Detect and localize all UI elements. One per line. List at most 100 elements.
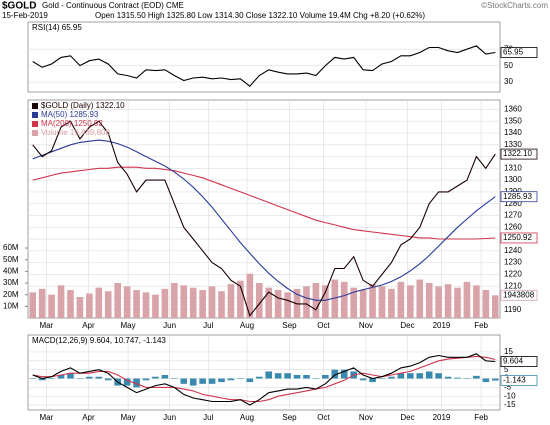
bar <box>237 378 244 380</box>
end-label-box <box>500 148 538 160</box>
bar <box>142 292 150 318</box>
bar <box>104 291 112 318</box>
end-label: 65.95 <box>503 48 524 57</box>
legend-label: MA(200) 1250.92 <box>41 119 103 128</box>
credit: ©StockCharts.com <box>481 1 548 10</box>
bar <box>378 286 386 318</box>
bar <box>57 374 65 379</box>
bar <box>435 286 442 318</box>
bar <box>359 290 367 318</box>
bar <box>265 371 273 379</box>
legend-swatch <box>32 130 38 136</box>
x-tick-label: 2019 <box>433 321 451 330</box>
legend-swatch <box>32 112 38 118</box>
bar <box>340 281 348 318</box>
bar <box>444 376 452 379</box>
bar <box>350 287 357 318</box>
bar <box>331 279 339 318</box>
bar <box>322 285 329 318</box>
x-tick-label: Mar <box>40 413 54 422</box>
bar <box>246 273 254 318</box>
bar <box>255 283 263 318</box>
end-label-box <box>500 356 538 367</box>
bar <box>378 378 386 380</box>
bar <box>171 378 178 380</box>
y-tick-label: -15 <box>504 400 516 409</box>
legend-label: Volume 19,439,808 <box>41 128 110 137</box>
bar <box>407 373 414 379</box>
bar <box>293 374 301 379</box>
quote: Open 1315.50 High 1325.80 Low 1314.30 Cl… <box>95 11 425 20</box>
x-tick-label: Jun <box>163 321 176 330</box>
end-label: 1285.93 <box>503 192 532 201</box>
x-tick-label: Apr <box>82 321 95 330</box>
bar <box>237 280 244 318</box>
x-tick-label: Sep <box>282 413 297 422</box>
end-label: 1250.92 <box>503 233 532 242</box>
series-line <box>32 353 496 406</box>
bar <box>38 378 46 381</box>
y-tick-label: 1300 <box>504 175 522 184</box>
x-tick-label: Aug <box>240 321 254 330</box>
x-tick-label: Jun <box>163 413 176 422</box>
bar <box>171 283 178 318</box>
y-tick-label: -10 <box>504 391 516 400</box>
x-tick-label: May <box>121 413 136 422</box>
bar <box>57 285 65 318</box>
bar <box>86 376 93 379</box>
y-tick-label: 1330 <box>504 140 522 149</box>
bar <box>123 378 131 386</box>
x-tick-label: Mar <box>40 321 54 330</box>
bar <box>29 292 37 318</box>
y-tick-label: 1340 <box>504 128 522 137</box>
legend-swatch <box>32 121 38 127</box>
end-label: 1943808 <box>503 290 535 299</box>
end-label: 9.604 <box>503 357 524 366</box>
bar <box>86 293 93 318</box>
bar <box>76 297 84 318</box>
bar <box>463 378 471 380</box>
legend-label: $GOLD (Daily) 1322.10 <box>41 101 125 110</box>
bar <box>407 285 414 318</box>
y2-tick-label: 30M <box>3 278 19 287</box>
bar <box>491 378 499 381</box>
x-tick-label: Oct <box>317 321 330 330</box>
bar <box>444 284 452 318</box>
bar <box>274 373 282 379</box>
end-label-box <box>500 232 538 244</box>
x-tick-label: 2019 <box>433 413 451 422</box>
bar <box>312 378 320 380</box>
bar <box>416 373 424 379</box>
bar <box>482 378 490 383</box>
bar <box>369 284 376 318</box>
symbol: $GOLD <box>2 1 36 12</box>
end-label-box <box>500 191 538 203</box>
x-tick-label: May <box>121 321 136 330</box>
bar <box>180 378 188 384</box>
y-tick-label: 1260 <box>504 222 522 231</box>
bar <box>425 283 433 318</box>
end-label: -1.143 <box>503 376 526 385</box>
bar <box>274 290 282 318</box>
bar <box>303 286 310 318</box>
bar <box>416 279 424 318</box>
y2-tick-label: 60M <box>3 243 19 252</box>
bar <box>435 373 442 379</box>
title: Gold - Continuous Contract (EOD) CME <box>42 1 184 10</box>
bar <box>255 376 263 379</box>
series-line <box>32 45 496 87</box>
end-label: 1322.10 <box>503 149 532 158</box>
bar <box>199 290 206 318</box>
x-tick-label: Jul <box>203 413 213 422</box>
end-label-box <box>500 47 538 58</box>
bar <box>161 288 169 318</box>
bar <box>388 288 395 318</box>
end-label-box <box>500 375 538 386</box>
bar <box>369 378 376 383</box>
x-tick-label: Oct <box>317 413 330 422</box>
end-label-box <box>500 289 538 301</box>
y-tick-label: -5 <box>504 382 512 391</box>
y-tick-label: 1190 <box>504 305 522 314</box>
bar <box>189 378 197 386</box>
